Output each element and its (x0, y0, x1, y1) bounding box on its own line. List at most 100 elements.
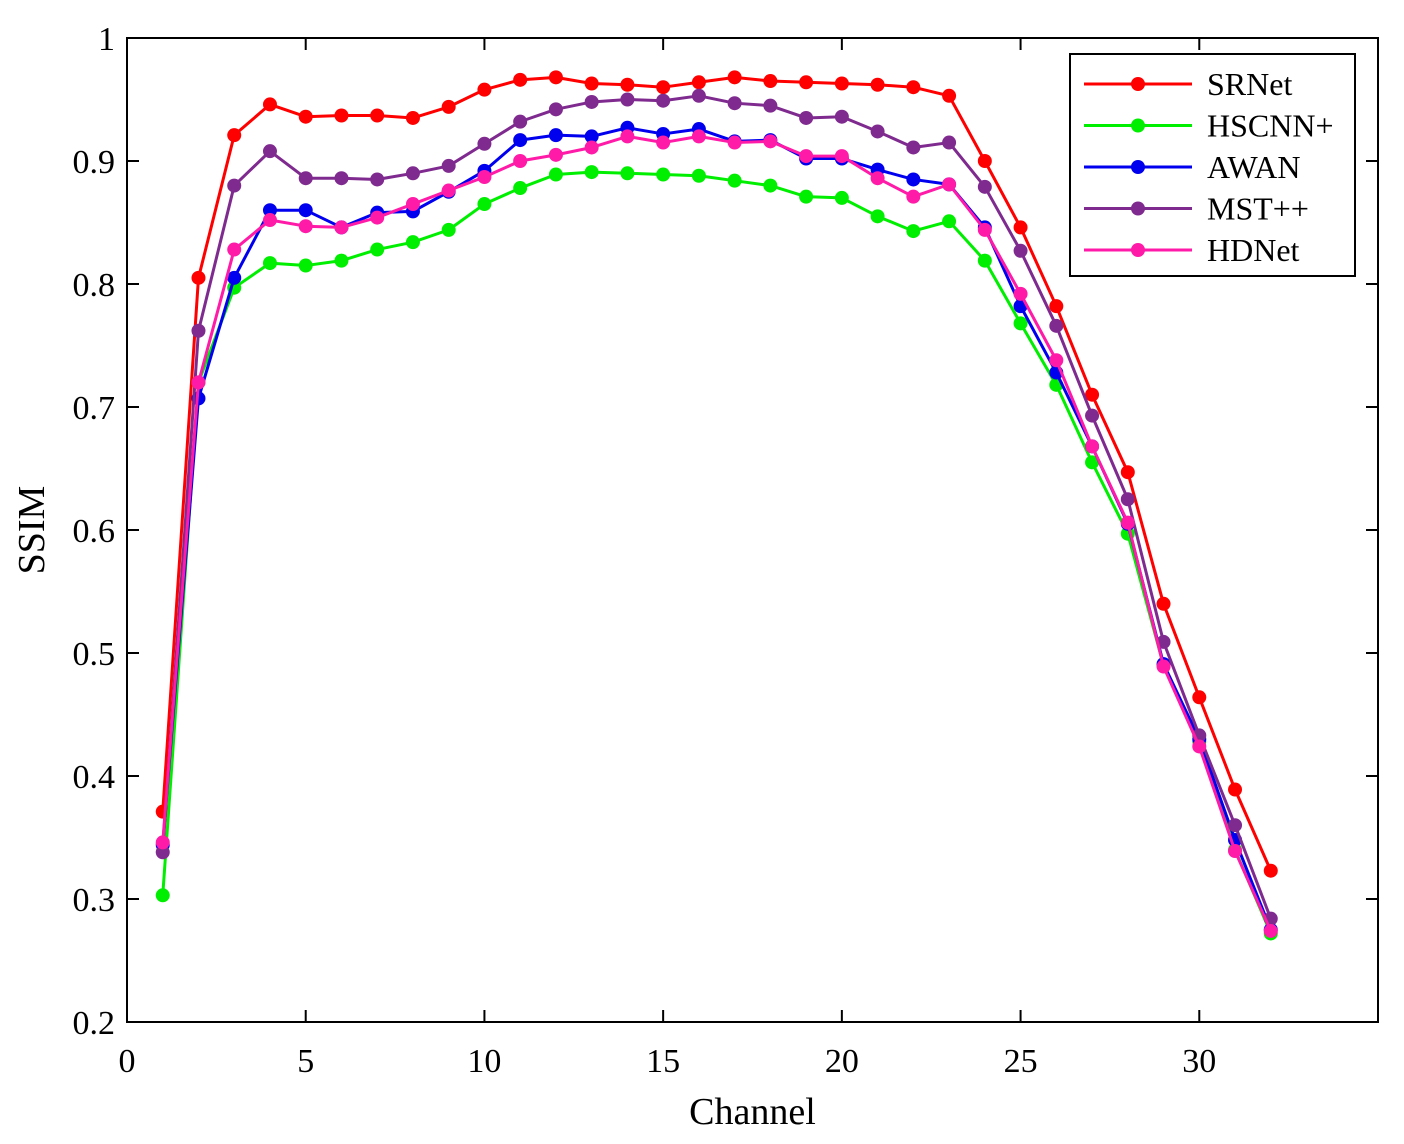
data-point-srnet (906, 80, 921, 95)
data-point-hscnnplus (906, 224, 921, 239)
data-point-hdnet (191, 375, 206, 390)
data-point-srnet (727, 70, 742, 85)
data-point-mstplusplus (227, 178, 242, 193)
legend-marker (1131, 160, 1145, 174)
data-point-hdnet (477, 169, 492, 184)
data-point-hdnet (370, 210, 385, 225)
y-tick-label: 0.6 (73, 513, 116, 550)
data-point-hscnnplus (977, 253, 992, 268)
data-point-hdnet (977, 222, 992, 237)
data-point-srnet (1049, 299, 1064, 314)
data-point-hscnnplus (870, 209, 885, 224)
data-point-mstplusplus (262, 144, 277, 159)
data-point-srnet (191, 270, 206, 285)
data-point-mstplusplus (1085, 408, 1100, 423)
data-point-hdnet (763, 134, 778, 149)
data-point-srnet (1192, 690, 1207, 705)
series-mstplusplus (155, 88, 1278, 926)
data-point-hdnet (1192, 739, 1207, 754)
data-point-hdnet (227, 242, 242, 257)
data-point-srnet (1085, 387, 1100, 402)
data-point-srnet (548, 70, 563, 85)
data-point-mstplusplus (1228, 818, 1243, 833)
data-point-srnet (799, 75, 814, 90)
data-point-hdnet (1156, 659, 1171, 674)
legend: SRNet HSCNN+ AWAN MST++ HDNet (1069, 53, 1356, 277)
data-point-mstplusplus (1120, 492, 1135, 507)
data-point-awan (513, 133, 528, 148)
legend-label: AWAN (1207, 149, 1300, 185)
data-point-mstplusplus (691, 88, 706, 103)
x-axis-label: Channel (689, 1091, 816, 1133)
data-point-srnet (942, 88, 957, 103)
x-tick-labels: 0 5 10 15 20 25 30 (119, 1043, 1217, 1080)
data-point-hscnnplus (799, 189, 814, 204)
data-point-srnet (1228, 782, 1243, 797)
legend-item-hscnnplus: HSCNN+ (1084, 108, 1334, 144)
legend-marker (1131, 243, 1145, 257)
data-point-hscnnplus (763, 178, 778, 193)
x-tick-label: 0 (119, 1043, 136, 1080)
data-point-hscnnplus (477, 197, 492, 212)
data-point-hscnnplus (441, 222, 456, 237)
data-point-hscnnplus (155, 888, 170, 903)
data-point-hscnnplus (513, 181, 528, 196)
legend-marker (1131, 77, 1145, 91)
data-point-hdnet (870, 171, 885, 186)
legend-label: MST++ (1207, 191, 1309, 227)
data-point-hdnet (834, 149, 849, 164)
data-point-hdnet (727, 135, 742, 150)
data-point-mstplusplus (548, 102, 563, 117)
y-tick-label: 0.3 (73, 882, 116, 919)
x-tick-label: 15 (646, 1043, 680, 1080)
y-tick-label: 0.9 (73, 144, 116, 181)
y-tick-label: 0.8 (73, 267, 116, 304)
data-point-mstplusplus (799, 110, 814, 125)
data-point-srnet (977, 154, 992, 168)
data-point-hdnet (1263, 923, 1278, 938)
legend-label: SRNet (1207, 66, 1292, 102)
data-point-mstplusplus (942, 135, 957, 150)
x-tick-label: 25 (1004, 1043, 1038, 1080)
data-point-hscnnplus (656, 167, 671, 182)
data-point-hdnet (513, 154, 528, 168)
data-point-hdnet (942, 177, 957, 192)
data-point-hdnet (691, 129, 706, 144)
data-point-hscnnplus (834, 190, 849, 205)
data-point-srnet (298, 109, 313, 124)
data-point-mstplusplus (1049, 318, 1064, 333)
data-point-mstplusplus (727, 96, 742, 111)
data-point-mstplusplus (620, 92, 635, 107)
data-point-hscnnplus (620, 166, 635, 181)
data-point-srnet (227, 128, 242, 143)
data-point-hscnnplus (942, 214, 957, 229)
data-point-mstplusplus (405, 166, 420, 181)
legend-item-awan: AWAN (1084, 149, 1300, 185)
legend-label: HDNet (1207, 232, 1300, 268)
y-tick-label: 0.4 (73, 759, 116, 796)
data-point-srnet (1263, 863, 1278, 878)
x-tick-label: 10 (467, 1043, 501, 1080)
data-point-hdnet (906, 189, 921, 204)
data-point-srnet (441, 99, 456, 114)
data-point-mstplusplus (1156, 634, 1171, 649)
data-point-hdnet (405, 197, 420, 212)
data-point-hscnnplus (405, 235, 420, 250)
data-point-mstplusplus (441, 158, 456, 173)
data-point-hdnet (155, 835, 170, 850)
data-point-hdnet (1049, 353, 1064, 368)
data-point-mstplusplus (584, 94, 599, 109)
data-point-mstplusplus (1013, 243, 1028, 258)
y-tick-label: 0.5 (73, 636, 116, 673)
data-point-srnet (870, 77, 885, 92)
legend-item-mstplusplus: MST++ (1084, 191, 1309, 227)
data-point-awan (298, 203, 313, 218)
data-point-srnet (334, 108, 349, 123)
data-point-hscnnplus (584, 165, 599, 180)
data-point-hdnet (1085, 439, 1100, 454)
series-hdnet (155, 129, 1278, 938)
data-point-srnet (262, 97, 277, 112)
x-tick-label: 20 (825, 1043, 859, 1080)
data-point-mstplusplus (763, 98, 778, 113)
